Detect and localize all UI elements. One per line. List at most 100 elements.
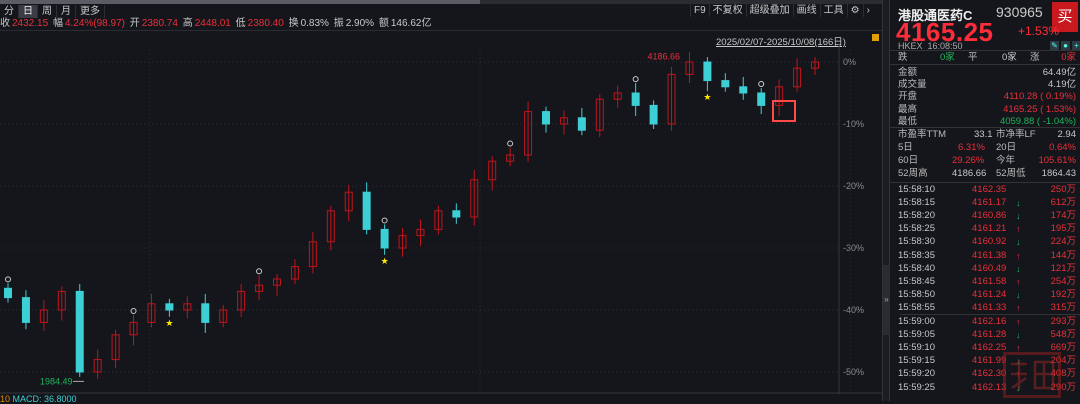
candle-body — [75, 290, 84, 373]
high-marker — [758, 81, 765, 88]
tick-time: 15:58:30 — [898, 236, 935, 248]
candle-body — [39, 309, 48, 323]
tick-time: 15:58:55 — [898, 301, 935, 313]
tick-time: 15:59:25 — [898, 381, 935, 393]
tick-time: 15:58:35 — [898, 249, 935, 261]
y-tick-label: -30% — [843, 243, 864, 253]
pb-label: 市净率LF — [996, 129, 1036, 140]
date-range[interactable]: 2025/02/07-2025/10/08(166日) — [716, 37, 846, 48]
tab-week[interactable]: 周 — [38, 4, 57, 18]
open-label: 开 — [129, 18, 140, 29]
stat-label: 最低 — [898, 115, 918, 127]
f9-button[interactable]: F9 — [690, 4, 709, 17]
arrow-up-icon: ↑ — [1016, 276, 1021, 287]
tools-button[interactable]: 工具 — [819, 4, 847, 17]
collapse-panel-button[interactable]: » — [883, 265, 890, 335]
divider — [890, 127, 1080, 128]
divider — [890, 64, 1080, 65]
chevron-right-icon[interactable]: › — [862, 4, 873, 17]
tick-row: 15:59:05 4161.28 ↓ 548万 — [896, 329, 1078, 341]
adjust-button[interactable]: 不复权 — [708, 4, 746, 17]
candle-body — [57, 290, 66, 311]
y-tick-label: -20% — [843, 181, 864, 191]
tick-row: 15:59:10 4162.25 ↑ 669万 — [896, 342, 1078, 354]
candle-body — [649, 104, 658, 125]
arrow-up-icon: ↑ — [1016, 343, 1021, 354]
tick-volume: 174万 — [1050, 210, 1076, 222]
amount-label: 额 — [378, 18, 389, 29]
candle-body — [93, 359, 102, 373]
divider — [890, 182, 1080, 183]
candle-body — [667, 73, 676, 125]
amp-label: 幅 — [52, 18, 63, 29]
period-tabs: 分 日 周 月 更多 — [0, 4, 105, 18]
candle-body — [721, 80, 730, 88]
low-price-label: 1984.49 — [40, 376, 73, 386]
candle-body — [613, 92, 622, 100]
candle-body — [595, 98, 604, 131]
edit-icon[interactable]: ✎ — [1050, 41, 1059, 50]
exchange-time: HKEX 16:08:50 — [898, 41, 963, 51]
tick-volume: 250万 — [1050, 184, 1076, 195]
tick-row: 15:59:15 4161.99 ↓ 204万 — [896, 355, 1078, 367]
candle-body — [147, 303, 156, 323]
last-price: 4165.25 — [896, 17, 994, 47]
add-icon[interactable]: + — [1072, 41, 1080, 50]
amp-value: 4.24%(98.97) — [64, 18, 125, 29]
arrow-up-icon: ↑ — [1016, 250, 1021, 261]
bell-icon[interactable]: ● — [1061, 41, 1070, 50]
candle-body — [255, 284, 264, 292]
tick-volume: 144万 — [1050, 249, 1076, 261]
stat-value: 4.19亿 — [1048, 79, 1076, 91]
scrollbar[interactable] — [0, 0, 480, 4]
star-marker: ★ — [381, 256, 389, 266]
tick-time: 15:59:05 — [898, 329, 935, 341]
tab-day[interactable]: 日 — [19, 4, 38, 18]
tab-month[interactable]: 月 — [57, 4, 76, 18]
candle-body — [452, 210, 461, 218]
candle-body — [111, 334, 120, 361]
candle-body — [237, 290, 246, 311]
arrow-down-icon: ↓ — [1016, 211, 1021, 222]
gear-icon[interactable]: ⚙ — [846, 4, 863, 17]
tab-more[interactable]: 更多 — [76, 4, 105, 18]
arrow-down-icon: ↓ — [1016, 382, 1021, 393]
tick-price: 4161.99 — [972, 355, 1007, 367]
overlay-button[interactable]: 超级叠加 — [745, 4, 793, 17]
highlight-box — [772, 100, 796, 122]
tick-row: 15:58:30 4160.92 ↓ 224万 — [896, 236, 1078, 248]
tab-minute[interactable]: 分 — [0, 4, 19, 18]
lock-icon[interactable] — [872, 34, 879, 41]
d20-label: 20日 — [996, 142, 1017, 153]
candle-body — [21, 297, 30, 323]
tick-time: 15:58:20 — [898, 210, 935, 222]
tick-volume: 315万 — [1050, 301, 1076, 313]
candle-body — [416, 228, 425, 237]
tick-time: 15:58:50 — [898, 288, 935, 300]
star-marker: ★ — [703, 92, 711, 102]
amount-value: 146.62亿 — [390, 18, 432, 29]
high-marker — [381, 217, 388, 224]
d20-value: 0.64% — [1049, 142, 1076, 153]
tick-row: 15:59:00 4162.16 ↑ 293万 — [896, 316, 1078, 328]
candle-body — [775, 86, 784, 106]
high-marker — [130, 307, 137, 314]
stat-row: 最高 4165.25 ( 1.53%) — [896, 104, 1078, 116]
stat-row: 最低 4059.88 ( -1.04%) — [896, 116, 1078, 128]
turnover-value: 0.83% — [300, 18, 329, 29]
y-tick-label: -10% — [843, 119, 864, 129]
tick-price: 4161.24 — [972, 288, 1007, 300]
high-label: 高 — [182, 18, 193, 29]
high-marker — [256, 268, 263, 275]
stat-label: 成交量 — [898, 79, 927, 91]
turnover-label: 换 — [288, 18, 299, 29]
draw-button[interactable]: 画线 — [792, 4, 820, 17]
buy-button[interactable]: 买 — [1052, 2, 1078, 32]
tick-price: 4162.35 — [972, 184, 1007, 195]
candle-body — [703, 61, 712, 82]
ytd-value: 105.61% — [1038, 155, 1076, 166]
candle-body — [488, 160, 497, 181]
chart-toolbar: F9 不复权 超级叠加 画线 工具 ⚙ › — [690, 4, 873, 17]
close-label: 收 — [0, 18, 10, 29]
